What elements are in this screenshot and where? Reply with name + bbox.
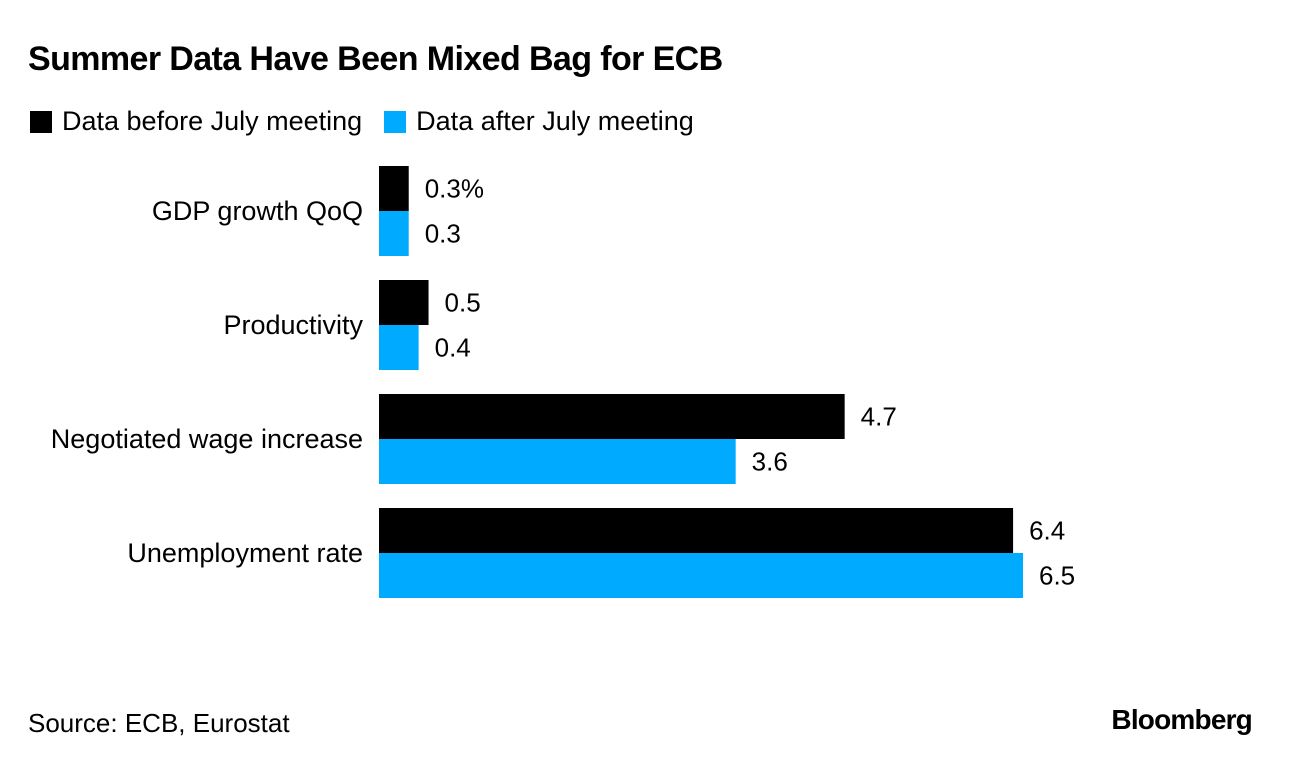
chart-legend: Data before July meeting Data after July… [30,106,716,137]
legend-item-after: Data after July meeting [384,106,694,137]
data-label-productivity-before: 0.5 [445,288,481,318]
data-label-productivity-after: 0.4 [435,333,471,363]
bar-unemployment-rate-after [379,553,1023,598]
chart-title: Summer Data Have Been Mixed Bag for ECB [28,40,723,78]
category-label-gdp-growth-qoq: GDP growth QoQ [152,196,363,226]
bar-negotiated-wage-increase-before [379,394,845,439]
legend-swatch-after [384,110,407,133]
data-label-unemployment-rate-before: 6.4 [1029,516,1065,546]
bar-chart: GDP growth QoQ 0.3% 0.3 Productivity 0.5 0.4 N… [51,166,1075,598]
legend-label-before: Data before July meeting [62,106,363,136]
category-label-unemployment-rate: Unemployment rate [127,538,363,568]
bar-unemployment-rate-before [379,508,1014,553]
legend-item-before: Data before July meeting [30,106,362,137]
data-label-gdp-growth-qoq-before: 0.3% [425,174,484,204]
data-label-negotiated-wage-increase-before: 4.7 [861,402,897,432]
bar-gdp-growth-qoq-before [379,166,409,211]
legend-swatch-before [30,110,52,133]
bar-gdp-growth-qoq-after [379,211,409,256]
source-note: Source: ECB, Eurostat [28,708,290,738]
data-label-unemployment-rate-after: 6.5 [1039,561,1075,591]
data-label-negotiated-wage-increase-after: 3.6 [752,447,788,477]
bar-productivity-before [379,280,429,325]
bar-negotiated-wage-increase-after [379,439,736,484]
category-label-negotiated-wage-increase: Negotiated wage increase [51,424,363,454]
data-label-gdp-growth-qoq-after: 0.3 [425,219,461,249]
brand-logo: Bloomberg [1111,704,1252,735]
category-label-productivity: Productivity [223,310,363,340]
bar-productivity-after [379,325,419,370]
legend-label-after: Data after July meeting [416,106,694,136]
